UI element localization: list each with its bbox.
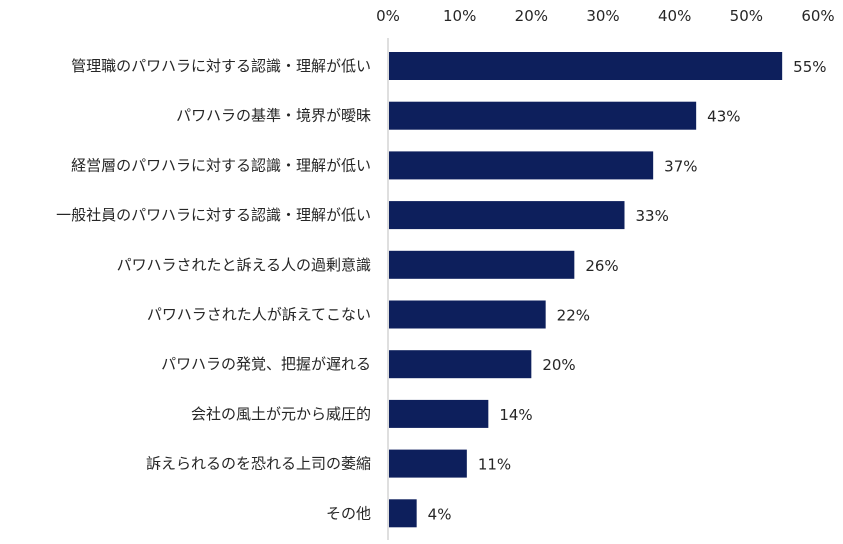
x-tick-label: 40% xyxy=(658,7,691,25)
bar xyxy=(389,52,783,80)
category-label: パワハラされた人が訴えてこない xyxy=(147,306,371,324)
bar xyxy=(389,151,654,180)
x-tick-label: 20% xyxy=(515,7,548,25)
category-label: 訴えられるのを恐れる上司の萎縮 xyxy=(146,455,371,473)
value-label: 43% xyxy=(707,108,740,126)
category-label: その他 xyxy=(326,504,371,522)
bar xyxy=(389,201,625,230)
value-label: 14% xyxy=(499,406,532,424)
x-axis-ticks: 0% 10% 20% 30% 40% 50% 60% xyxy=(376,7,835,25)
category-label: 経営層のパワハラに対する認識・理解が低い xyxy=(71,156,371,174)
bar xyxy=(389,399,489,428)
category-label: パワハラの基準・境界が曖昧 xyxy=(176,107,371,125)
category-label: 会社の風土が元から威圧的 xyxy=(191,405,371,423)
category-label: 一般社員のパワハラに対する認識・理解が低い xyxy=(56,206,371,224)
x-tick-label: 10% xyxy=(443,7,476,25)
category-label: パワハラされたと訴える人の過剰意識 xyxy=(117,256,371,274)
value-label: 55% xyxy=(793,58,826,76)
category-label: 管理職のパワハラに対する認識・理解が低い xyxy=(71,57,371,75)
x-tick-label: 30% xyxy=(586,7,619,25)
value-label: 33% xyxy=(636,207,669,225)
bar xyxy=(389,101,697,130)
value-label: 20% xyxy=(542,356,575,374)
bar xyxy=(389,250,575,279)
value-label: 4% xyxy=(428,505,452,523)
bar xyxy=(389,350,532,379)
category-label: パワハラの発覚、把握が遅れる xyxy=(161,355,371,373)
bar xyxy=(389,449,467,478)
bar xyxy=(389,300,546,329)
value-label: 22% xyxy=(557,307,590,325)
value-label: 37% xyxy=(664,157,697,175)
category-labels: 管理職のパワハラに対する認識・理解が低いパワハラの基準・境界が曖昧経営層のパワハ… xyxy=(56,57,371,522)
bar xyxy=(389,499,417,528)
x-tick-label: 0% xyxy=(376,7,400,25)
value-label: 11% xyxy=(478,456,511,474)
x-tick-label: 60% xyxy=(801,7,834,25)
value-labels: 55% 43% 37% 33% 26% 22% 20% 14% 11% 4% xyxy=(428,58,827,523)
x-tick-label: 50% xyxy=(730,7,763,25)
value-label: 26% xyxy=(585,257,618,275)
bars xyxy=(389,52,783,528)
